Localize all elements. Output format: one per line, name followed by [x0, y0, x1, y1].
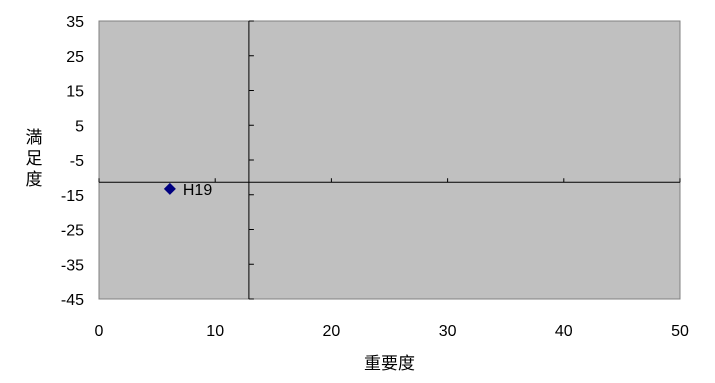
data-point-label: H19 — [183, 182, 212, 199]
y-tick-label: 15 — [66, 84, 84, 101]
x-axis-title: 重要度 — [364, 354, 415, 374]
y-tick-labels: 35 25 15 5 -5 -15 -25 -35 -45 — [61, 14, 84, 309]
x-tick-label: 0 — [95, 323, 104, 340]
y-tick-label: 35 — [66, 14, 84, 31]
y-tick-label: -15 — [61, 188, 84, 205]
plot-area — [98, 20, 681, 300]
data-point-marker — [163, 182, 176, 195]
x-tick-labels: 0 10 20 30 40 50 — [95, 323, 689, 340]
y-tick-label: 25 — [66, 49, 84, 66]
y-tick-label: -35 — [61, 257, 84, 274]
y-axis-title: 満足度 — [26, 128, 43, 190]
y-tick-label: 5 — [75, 118, 84, 135]
crosshair-lines — [98, 20, 681, 300]
x-tick-label: 40 — [555, 323, 573, 340]
x-tick-label: 10 — [206, 323, 224, 340]
x-tick-label: 30 — [439, 323, 457, 340]
x-tick-label: 50 — [671, 323, 689, 340]
y-tick-label: -25 — [61, 223, 84, 240]
y-tick-label: -5 — [70, 153, 84, 170]
data-points: H19 — [163, 182, 212, 199]
y-tick-label: -45 — [61, 292, 84, 309]
x-tick-label: 20 — [323, 323, 341, 340]
